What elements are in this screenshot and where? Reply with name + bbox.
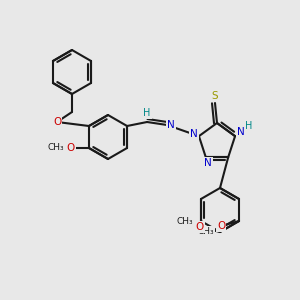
Text: S: S bbox=[212, 91, 218, 101]
Text: H: H bbox=[143, 108, 151, 118]
Text: CH₃: CH₃ bbox=[177, 218, 193, 226]
Text: O: O bbox=[217, 221, 225, 231]
Text: O: O bbox=[196, 222, 204, 232]
Text: N: N bbox=[190, 129, 198, 139]
Text: O: O bbox=[67, 143, 75, 153]
Text: N: N bbox=[167, 120, 175, 130]
Text: CH₃: CH₃ bbox=[198, 226, 214, 236]
Text: N: N bbox=[237, 127, 245, 137]
Text: H: H bbox=[245, 121, 253, 131]
Text: CH₃: CH₃ bbox=[48, 143, 64, 152]
Text: O: O bbox=[53, 117, 61, 127]
Text: N: N bbox=[204, 158, 212, 168]
